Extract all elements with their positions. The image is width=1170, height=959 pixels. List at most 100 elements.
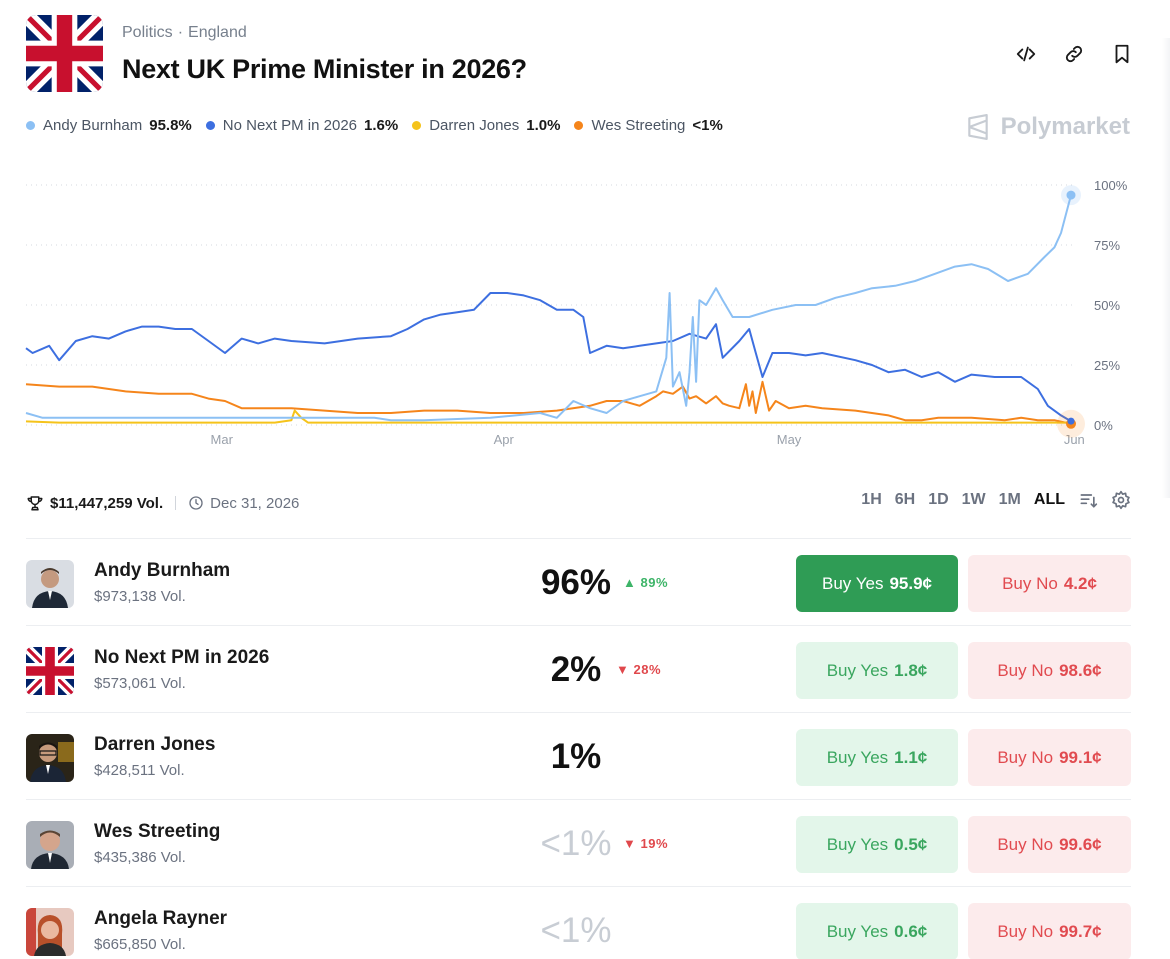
triangle-down-icon: ▼ [616, 662, 630, 677]
embed-code-icon[interactable] [1012, 40, 1040, 68]
buy-no-button[interactable]: Buy No 98.6¢ [968, 642, 1131, 699]
bookmark-icon[interactable] [1108, 40, 1136, 68]
outcome-row[interactable]: Andy Burnham $973,138 Vol. 96% ▲ 89% Buy… [26, 538, 1131, 625]
legend-value: 1.0% [526, 117, 561, 134]
series-line-wes-streeting[interactable] [25, 380, 1072, 425]
outcome-row[interactable]: No Next PM in 2026 $573,061 Vol. 2% ▼ 28… [26, 625, 1131, 712]
buy-yes-label: Buy Yes [822, 573, 884, 593]
y-tick-label: 50% [1094, 298, 1120, 313]
series-line-darren-jones[interactable] [25, 409, 1071, 424]
buy-yes-label: Buy Yes [826, 747, 889, 767]
outcome-name[interactable]: Angela Rayner [94, 908, 228, 929]
range-1d[interactable]: 1D [928, 491, 949, 508]
outcome-volume: $973,138 Vol. [94, 588, 186, 605]
legend-value: <1% [692, 117, 723, 134]
end-date-value: Dec 31, 2026 [210, 494, 300, 512]
buy-no-button[interactable]: Buy No 99.6¢ [968, 816, 1131, 873]
settings-gear-icon[interactable] [1111, 490, 1131, 510]
series-line-no-next-pm-in-2026[interactable] [25, 292, 1072, 423]
buy-no-button[interactable]: Buy No 99.1¢ [968, 729, 1131, 786]
triangle-down-icon: ▼ [623, 836, 637, 851]
buy-no-button[interactable]: Buy No 99.7¢ [968, 903, 1131, 959]
buy-yes-button[interactable]: Buy Yes 95.9¢ [796, 555, 958, 612]
outcome-row[interactable]: Angela Rayner $665,850 Vol. <1% Buy Yes 0… [26, 886, 1131, 959]
legend-item-wes-streeting: Wes Streeting <1% [574, 117, 723, 134]
avatar [26, 821, 74, 869]
breadcrumb-subcategory[interactable]: England [188, 24, 247, 41]
range-all[interactable]: ALL [1033, 491, 1065, 508]
legend-value: 1.6% [364, 117, 399, 134]
endpoint-dot [1066, 190, 1076, 200]
y-tick-label: 100% [1094, 178, 1128, 193]
buy-no-label: Buy No [997, 834, 1054, 854]
outcome-name[interactable]: Wes Streeting [94, 821, 221, 842]
buy-yes-label: Buy Yes [826, 834, 889, 854]
range-1h[interactable]: 1H [861, 491, 882, 508]
uk-flag-avatar [26, 647, 74, 695]
outcome-row[interactable]: Darren Jones $428,511 Vol. 1% Buy Yes 1.1… [26, 712, 1131, 799]
polymarket-logo: Polymarket [965, 113, 1130, 141]
outcome-volume: $428,511 Vol. [94, 762, 185, 779]
breadcrumb-category[interactable]: Politics [122, 24, 173, 41]
x-tick-label: May [777, 432, 802, 447]
range-1w[interactable]: 1W [961, 491, 986, 508]
buy-yes-button[interactable]: Buy Yes 1.8¢ [796, 642, 958, 699]
legend-item-andy-burnham: Andy Burnham 95.8% [26, 117, 192, 134]
market-stats-row: $11,447,259 Vol. Dec 31, 2026 1H 6H 1D 1… [26, 490, 1131, 516]
buy-yes-label: Buy Yes [826, 660, 889, 680]
market-header: Politics · England Next UK Prime Minister … [26, 14, 1136, 94]
link-icon[interactable] [1060, 40, 1088, 68]
buy-no-price: 99.6¢ [1059, 834, 1102, 854]
outcome-change-value: 89% [640, 575, 669, 590]
buy-yes-button[interactable]: Buy Yes 1.1¢ [796, 729, 958, 786]
outcome-change: ▼ 28% [616, 662, 661, 677]
y-tick-label: 0% [1094, 418, 1113, 433]
outcome-chance: 2% [550, 650, 602, 689]
series-line-andy-burnham[interactable] [25, 194, 1072, 422]
buy-yes-label: Buy Yes [826, 921, 889, 941]
outcome-volume: $665,850 Vol. [94, 936, 186, 953]
x-tick-label: Mar [211, 432, 234, 447]
header-actions [1012, 40, 1136, 68]
avatar [26, 908, 74, 956]
legend-dot [574, 121, 584, 130]
range-1m[interactable]: 1M [998, 491, 1021, 508]
buy-no-button[interactable]: Buy No 4.2¢ [968, 555, 1131, 612]
price-history-chart[interactable]: 100% 75% 50% 25% 0% Mar Apr May Jun [0, 160, 1170, 460]
y-tick-label: 75% [1094, 238, 1120, 253]
range-6h[interactable]: 6H [894, 491, 916, 508]
outcome-chance: 96% [540, 563, 612, 602]
endpoint-dot [1067, 417, 1075, 425]
buy-no-price: 99.7¢ [1059, 921, 1102, 941]
triangle-up-icon: ▲ [623, 575, 637, 590]
buy-no-label: Buy No [997, 921, 1054, 941]
outcome-list: Andy Burnham $973,138 Vol. 96% ▲ 89% Buy… [26, 538, 1131, 959]
buy-yes-price: 95.9¢ [889, 573, 932, 593]
legend-dot [205, 121, 215, 130]
end-date: Dec 31, 2026 [188, 495, 299, 512]
outcome-volume: $573,061 Vol. [94, 675, 186, 692]
outcome-chance: 1% [550, 737, 602, 776]
outcome-name[interactable]: Darren Jones [94, 734, 216, 755]
legend-label: Darren Jones [429, 117, 520, 134]
buy-no-label: Buy No [997, 747, 1054, 767]
uk-flag-icon [26, 15, 103, 92]
buy-no-price: 4.2¢ [1063, 573, 1097, 593]
buy-yes-button[interactable]: Buy Yes 0.6¢ [796, 903, 958, 959]
legend-label: No Next PM in 2026 [222, 117, 358, 134]
x-tick-label: Jun [1064, 432, 1085, 447]
buy-yes-button[interactable]: Buy Yes 0.5¢ [796, 816, 958, 873]
buy-no-price: 99.1¢ [1059, 747, 1102, 767]
buy-yes-price: 0.6¢ [894, 921, 928, 941]
x-tick-label: Apr [494, 432, 515, 447]
trophy-icon [27, 496, 43, 511]
breadcrumb-separator: · [177, 24, 184, 41]
sort-filter-icon[interactable] [1078, 490, 1098, 510]
avatar [26, 734, 74, 782]
outcome-chance: <1% [540, 911, 612, 950]
clock-icon [189, 496, 203, 510]
outcome-row[interactable]: Wes Streeting $435,386 Vol. <1% ▼ 19% Bu… [26, 799, 1131, 886]
outcome-change: ▲ 89% [623, 575, 668, 590]
outcome-name[interactable]: No Next PM in 2026 [94, 647, 270, 668]
outcome-name[interactable]: Andy Burnham [94, 560, 231, 581]
